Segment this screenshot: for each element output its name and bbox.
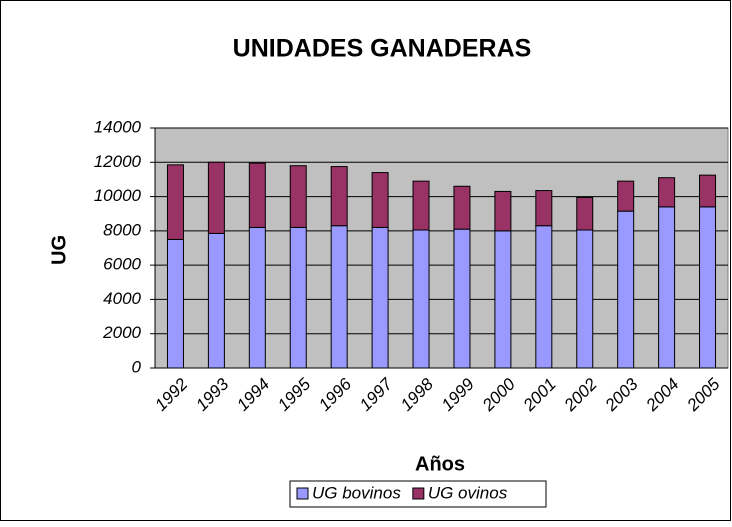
bar-segment (371, 172, 389, 228)
x-axis-label: Años (415, 453, 465, 475)
legend-label: UG ovinos (428, 483, 508, 502)
legend: UG bovinos UG ovinos (289, 480, 547, 508)
bar-segment (617, 210, 635, 369)
bar-segment (699, 206, 717, 369)
y-axis-label: UG (48, 235, 70, 265)
bar-segment (453, 185, 471, 230)
legend-swatch (412, 487, 425, 500)
y-tick-label: 4000 (103, 289, 141, 308)
bar-segment (658, 206, 676, 369)
bar-segment (371, 226, 389, 369)
bar-segment (248, 162, 266, 228)
bar-segment (248, 226, 266, 369)
legend-label: UG bovinos (312, 483, 401, 502)
bar-segment (494, 190, 512, 232)
y-tick-label: 14000 (94, 117, 142, 136)
bar-segment (535, 190, 553, 227)
bar-segment (453, 228, 471, 369)
bar-segment (576, 196, 594, 231)
bar-segment (166, 238, 184, 369)
chart-title: UNIDADES GANADERAS (233, 35, 532, 63)
bar-segment (166, 164, 184, 240)
bar-segment (494, 230, 512, 369)
bar-segment (289, 165, 307, 228)
bar-segment (412, 180, 430, 231)
y-tick-label: 12000 (94, 152, 142, 171)
y-tick-label: 10000 (94, 186, 142, 205)
bar-segment (330, 225, 348, 369)
y-tick-label: 2000 (102, 323, 141, 342)
plot-area (154, 127, 729, 369)
bar-segment (535, 225, 553, 369)
bar-segment (658, 177, 676, 208)
bar-segment (207, 232, 225, 369)
bar-segment (617, 180, 635, 212)
bar-segment (289, 226, 307, 369)
bar-segment (576, 229, 594, 369)
y-tick-label: 0 (132, 357, 142, 376)
legend-swatch (296, 487, 309, 500)
bar-segment (330, 166, 348, 227)
bar-segment (699, 174, 717, 208)
y-tick-label: 8000 (103, 220, 141, 239)
bar-segment (412, 229, 430, 369)
y-tick-label: 6000 (103, 255, 141, 274)
bar-segment (207, 161, 225, 234)
